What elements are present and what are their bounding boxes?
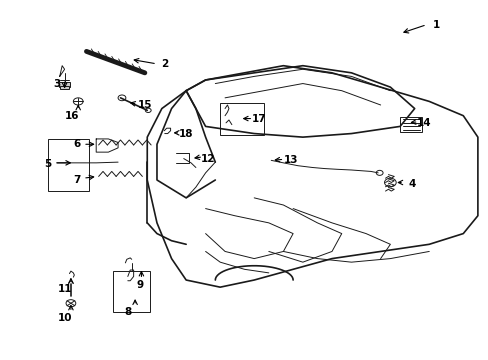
- Text: 3: 3: [54, 78, 61, 89]
- Text: 14: 14: [416, 118, 431, 128]
- Bar: [399, 117, 421, 132]
- Text: 11: 11: [57, 284, 72, 294]
- Bar: [220, 103, 264, 135]
- Bar: [60, 86, 69, 89]
- Text: 15: 15: [137, 100, 152, 110]
- Text: 10: 10: [57, 312, 72, 323]
- Text: 1: 1: [432, 19, 439, 30]
- Text: 8: 8: [124, 307, 131, 317]
- Text: 9: 9: [136, 280, 143, 291]
- Text: 7: 7: [73, 175, 81, 185]
- Text: 17: 17: [251, 114, 266, 124]
- Text: 16: 16: [64, 111, 79, 121]
- Text: 12: 12: [201, 154, 215, 163]
- Bar: [113, 271, 149, 312]
- Text: 2: 2: [161, 59, 167, 69]
- Text: 5: 5: [44, 159, 51, 169]
- Bar: [47, 139, 89, 191]
- Text: 6: 6: [73, 139, 80, 149]
- Text: 13: 13: [283, 156, 297, 165]
- Text: 18: 18: [179, 129, 193, 139]
- Text: 4: 4: [407, 179, 415, 189]
- Bar: [59, 82, 70, 87]
